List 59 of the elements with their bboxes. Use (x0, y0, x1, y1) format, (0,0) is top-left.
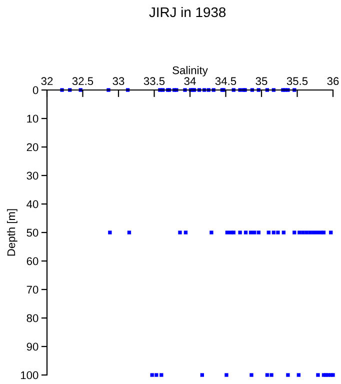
point (312, 230, 316, 234)
x-tick-label: 34 (184, 77, 196, 86)
y-tick-label: 20 (26, 143, 38, 152)
point (315, 230, 320, 234)
point (127, 230, 132, 234)
x-tick-label: 35 (256, 77, 268, 86)
x-tick-label: 33 (112, 77, 124, 86)
chart-title: JIRJ in 1938 (149, 6, 226, 18)
point (329, 230, 333, 234)
point (232, 230, 236, 234)
point (270, 373, 274, 377)
point (108, 230, 112, 234)
point (322, 230, 326, 234)
point (301, 230, 305, 234)
point (225, 230, 230, 234)
point (154, 373, 158, 377)
point (160, 373, 164, 377)
x-axis-title: Salinity (172, 66, 208, 76)
point (265, 373, 270, 377)
y-tick-label: 100 (20, 371, 38, 380)
point (266, 230, 270, 234)
point (308, 230, 312, 234)
point (276, 230, 280, 234)
x-tick-label: 32.5 (72, 77, 94, 86)
y-tick-label: 80 (26, 314, 38, 322)
point (210, 230, 214, 234)
point (272, 230, 276, 234)
y-tick-label: 50 (26, 228, 38, 237)
point (238, 230, 242, 234)
point (252, 230, 256, 234)
x-tick-label: 34.5 (215, 77, 236, 86)
point (286, 373, 290, 377)
point (292, 230, 296, 234)
y-tick-label: 70 (26, 286, 38, 294)
x-tick-label: 36 (327, 77, 339, 86)
point (248, 230, 253, 234)
point (200, 373, 204, 377)
point (150, 373, 154, 377)
point (250, 373, 254, 377)
y-tick-label: 60 (26, 257, 38, 266)
point (304, 230, 308, 234)
point (244, 230, 248, 234)
y-tick-label: 30 (26, 172, 38, 180)
point (298, 230, 302, 234)
y-tick-label: 10 (27, 114, 38, 123)
x-tick-label: 32 (41, 77, 53, 86)
point (256, 230, 260, 234)
point (316, 373, 320, 377)
y-axis-title: Depth [m] (6, 209, 18, 256)
point (184, 230, 188, 234)
point (296, 373, 301, 377)
point (224, 373, 228, 377)
x-tick-label: 35.5 (286, 77, 308, 86)
y-tick-label: 40 (26, 200, 38, 208)
y-tick-label: 90 (26, 342, 38, 351)
y-tick-label: 0 (32, 86, 38, 94)
x-tick-label: 33.5 (144, 77, 165, 86)
point (282, 230, 286, 234)
point (178, 230, 182, 234)
